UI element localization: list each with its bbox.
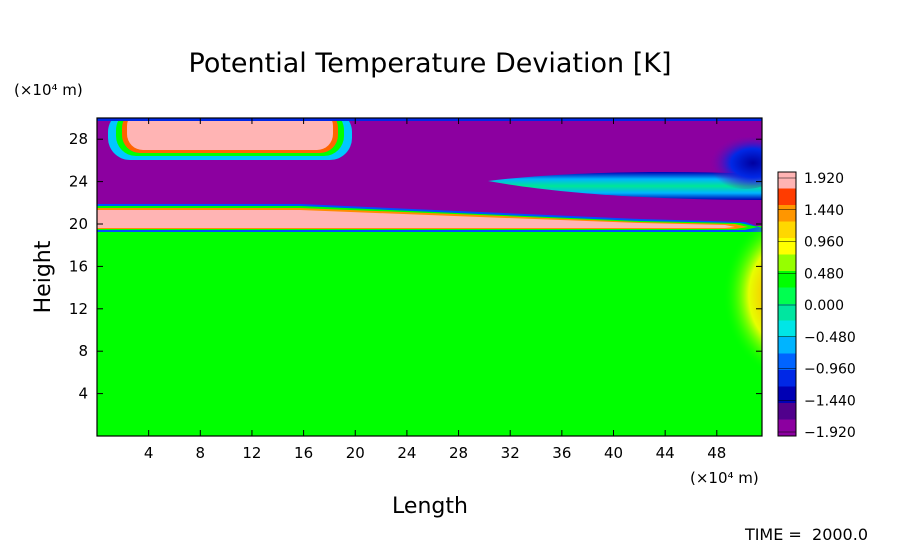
colorbar-label: 0.000 (804, 298, 844, 314)
colorbar-swatch (778, 320, 796, 338)
colorbar-label: 1.920 (804, 171, 844, 187)
x-tick-label: 32 (501, 444, 520, 462)
colorbar-label: −1.440 (804, 393, 856, 409)
colorbar-swatch (778, 238, 796, 255)
colorbar-label: −1.920 (804, 425, 856, 441)
colorbar-label: −0.960 (804, 362, 856, 378)
y-axis-ticks: 4 8 12 16 20 24 28 (69, 130, 762, 403)
colorbar-swatch (778, 205, 796, 222)
x-tick-label: 16 (294, 444, 313, 462)
x-axis-label: Length (392, 494, 468, 519)
colorbar-label: 1.440 (804, 203, 844, 219)
x-tick-label: 40 (604, 444, 623, 462)
x-tick-label: 8 (196, 444, 206, 462)
colorbar-label: 0.960 (804, 235, 844, 251)
x-tick-label: 44 (656, 444, 675, 462)
x-tick-label: 28 (449, 444, 468, 462)
colorbar-frame (777, 171, 797, 437)
cool-streak (488, 172, 762, 200)
colorbar-swatch (778, 337, 796, 354)
y-tick-label: 24 (69, 173, 88, 191)
chart-title: Potential Temperature Deviation [K] (189, 48, 672, 79)
y-tick-label: 16 (69, 257, 88, 275)
colorbar-swatch (778, 254, 796, 272)
colorbar-swatch (778, 304, 796, 321)
x-unit-label: (×10⁴ m) (690, 469, 759, 487)
x-tick-label: 48 (707, 444, 726, 462)
x-tick-label: 12 (242, 444, 261, 462)
y-tick-label: 28 (69, 130, 88, 148)
cold-core (705, 137, 762, 189)
time-label: TIME = 2000.0 (744, 525, 868, 544)
x-tick-label: 20 (346, 444, 365, 462)
warm-band-core (97, 210, 735, 228)
x-tick-label: 4 (144, 444, 154, 462)
colorbar-swatch (778, 370, 796, 387)
colorbar-swatch (778, 386, 796, 404)
colorbar-swatch (778, 172, 796, 189)
colorbar-swatch (778, 221, 796, 239)
y-axis-label: Height (31, 240, 56, 313)
plot-frame (96, 117, 763, 437)
warm-blob-core (127, 118, 333, 150)
region-lower-layer (97, 226, 762, 436)
x-tick-label: 36 (552, 444, 571, 462)
colorbar-label: 0.480 (804, 266, 844, 282)
colorbar-swatch (778, 287, 796, 305)
x-axis-ticks: 4 8 12 16 20 24 28 32 36 40 44 48 (144, 118, 726, 462)
colorbar-swatch (778, 188, 796, 206)
colorbar: 1.920 1.440 0.960 0.480 0.000 −0.480 −0.960 −1.… (777, 171, 856, 441)
colorbar-swatch (778, 271, 796, 288)
y-tick-label: 20 (69, 215, 88, 233)
colorbar-label: −0.480 (804, 330, 856, 346)
y-unit-label: (×10⁴ m) (14, 81, 83, 99)
colorbar-swatch (778, 403, 796, 420)
y-tick-label: 8 (78, 342, 88, 360)
y-tick-label: 12 (69, 300, 88, 318)
top-edge-band (97, 118, 762, 121)
x-tick-label: 24 (397, 444, 416, 462)
colorbar-swatch (778, 353, 796, 371)
warm-anomaly (698, 223, 762, 367)
y-tick-label: 4 (78, 385, 88, 403)
colorbar-swatch (778, 419, 796, 437)
heatmap-field (97, 118, 762, 436)
